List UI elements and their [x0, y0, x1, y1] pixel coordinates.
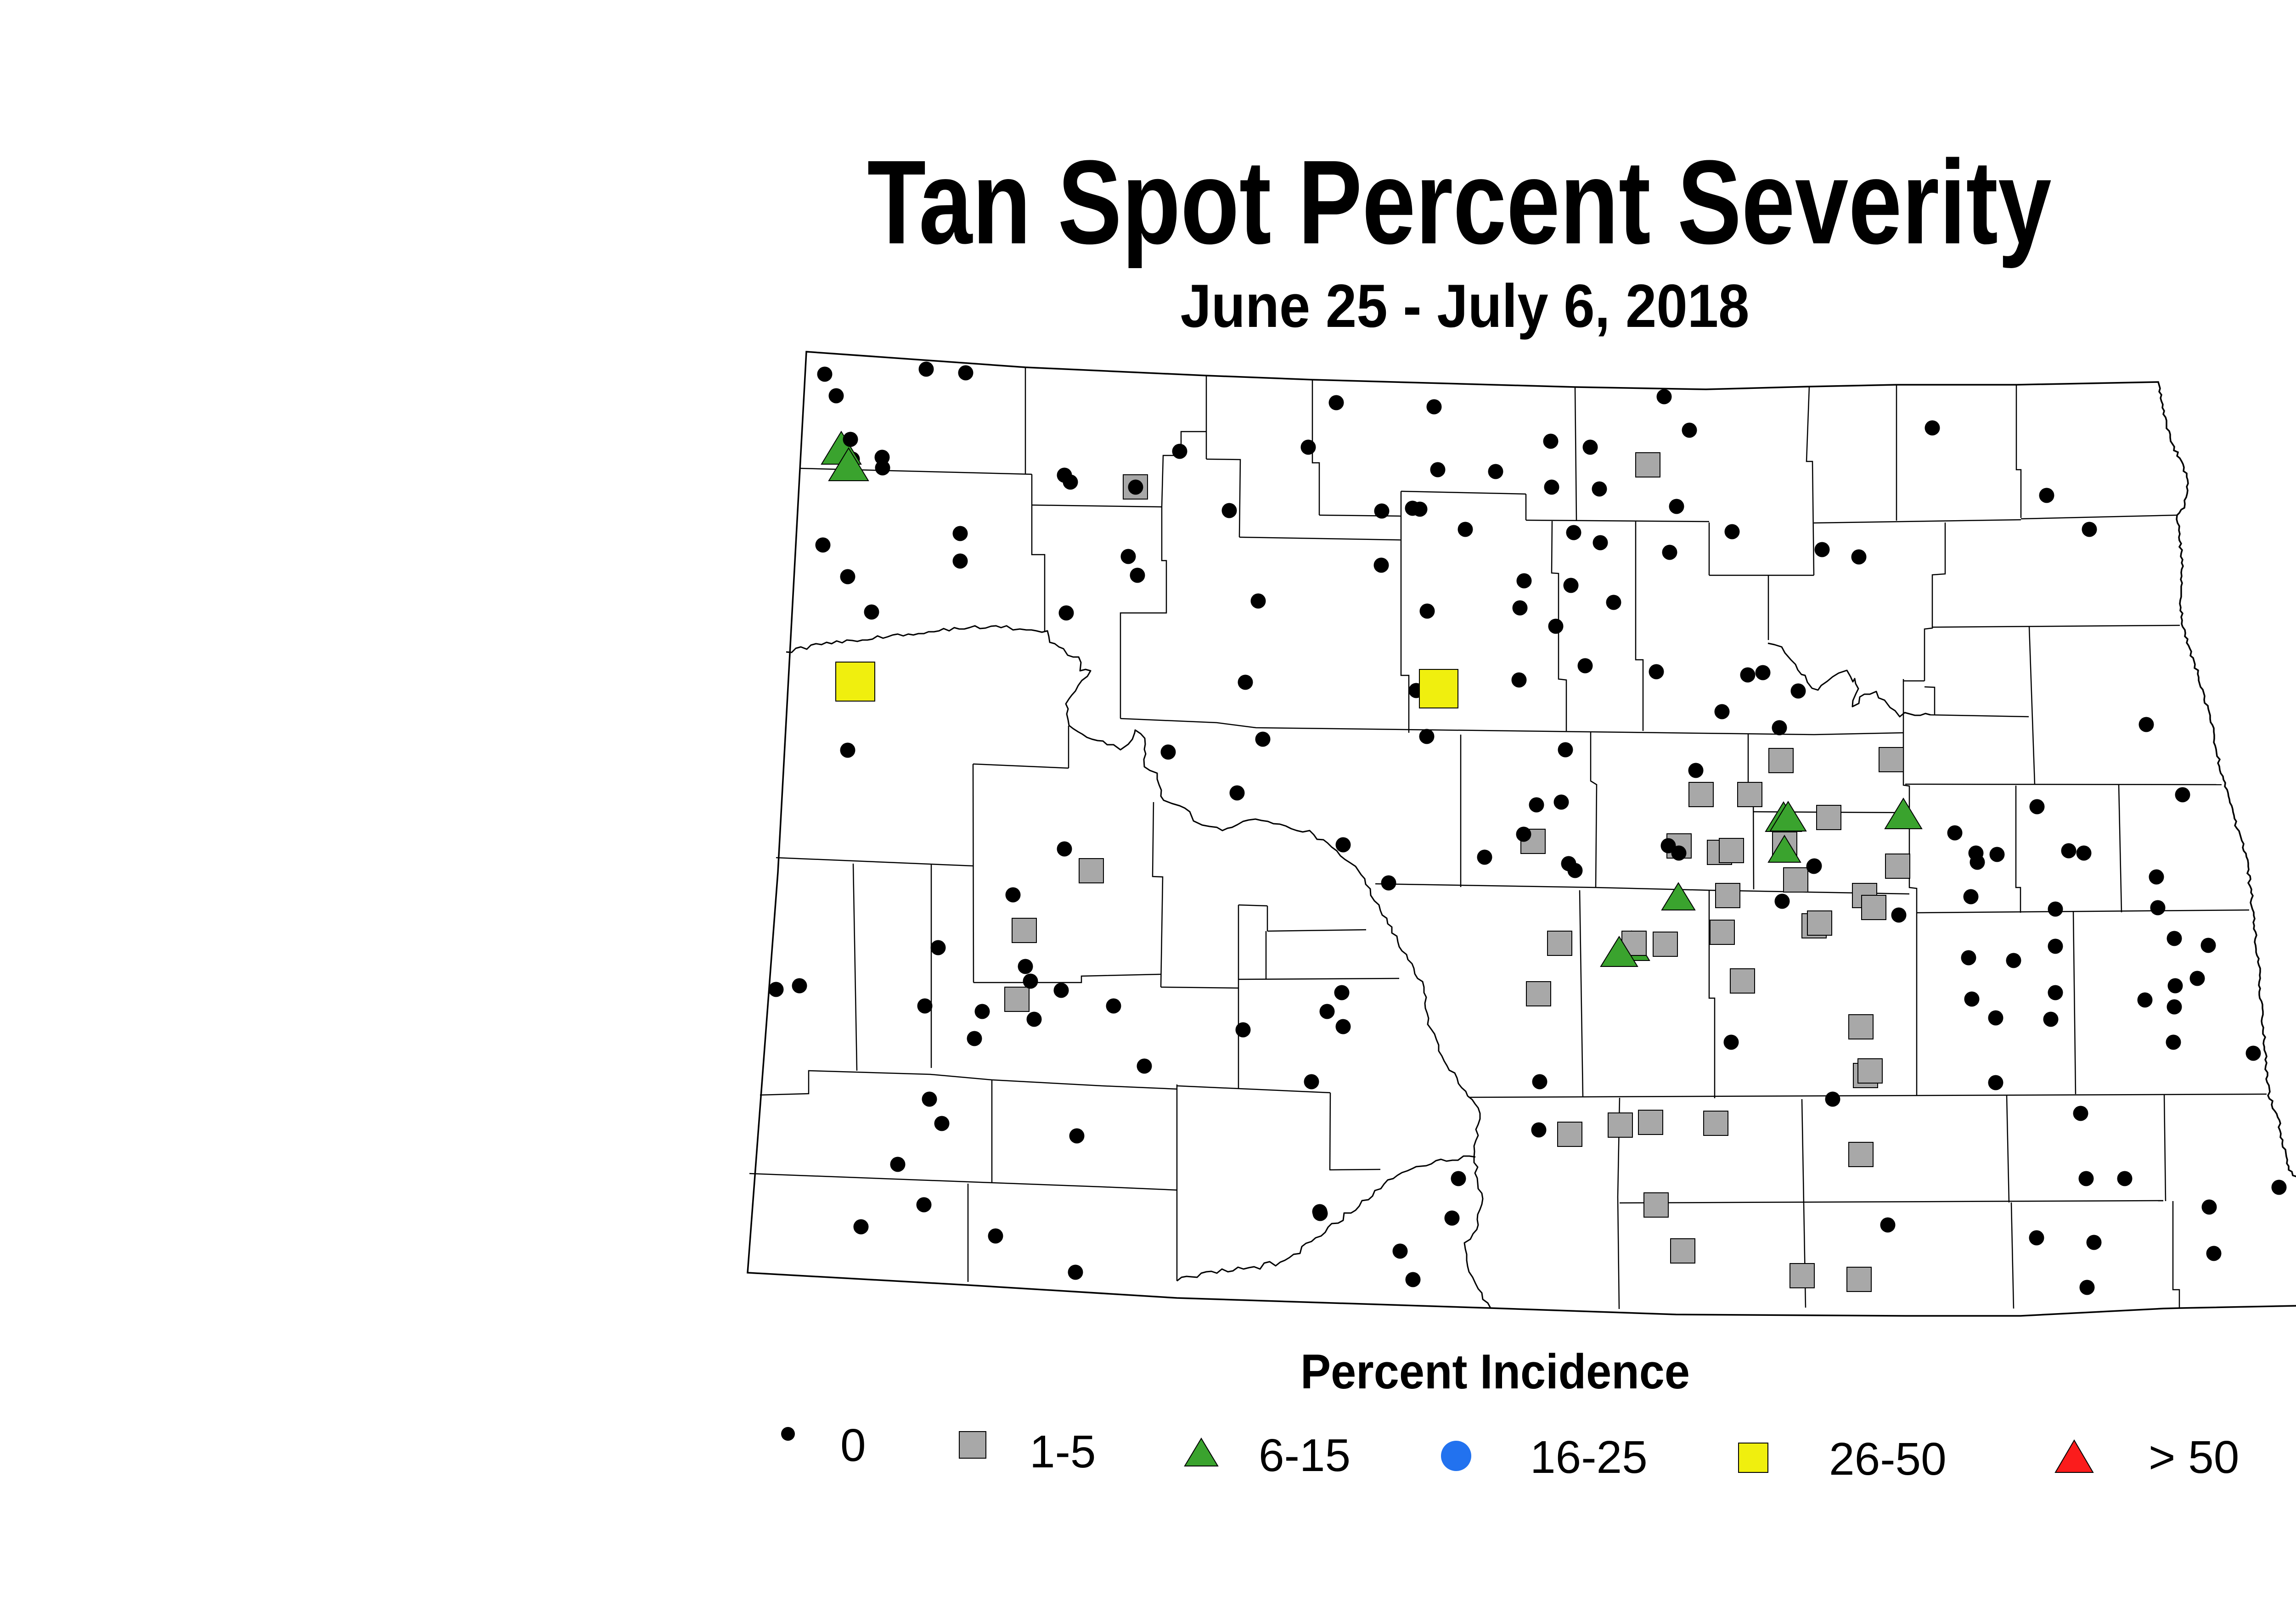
- svg-text:Percent Incidence: Percent Incidence: [1300, 1344, 1690, 1399]
- svg-text:16-25: 16-25: [1530, 1432, 1648, 1483]
- svg-text:June 25 - July 6, 2018: June 25 - July 6, 2018: [1181, 272, 1750, 340]
- svg-text:Tan Spot Percent Severity: Tan Spot Percent Severity: [867, 136, 2052, 270]
- svg-text:> 50: > 50: [2149, 1432, 2239, 1483]
- svg-text:26-50: 26-50: [1829, 1433, 1947, 1485]
- svg-text:1-5: 1-5: [1030, 1426, 1096, 1477]
- svg-text:0: 0: [840, 1420, 866, 1471]
- svg-text:6-15: 6-15: [1259, 1430, 1351, 1481]
